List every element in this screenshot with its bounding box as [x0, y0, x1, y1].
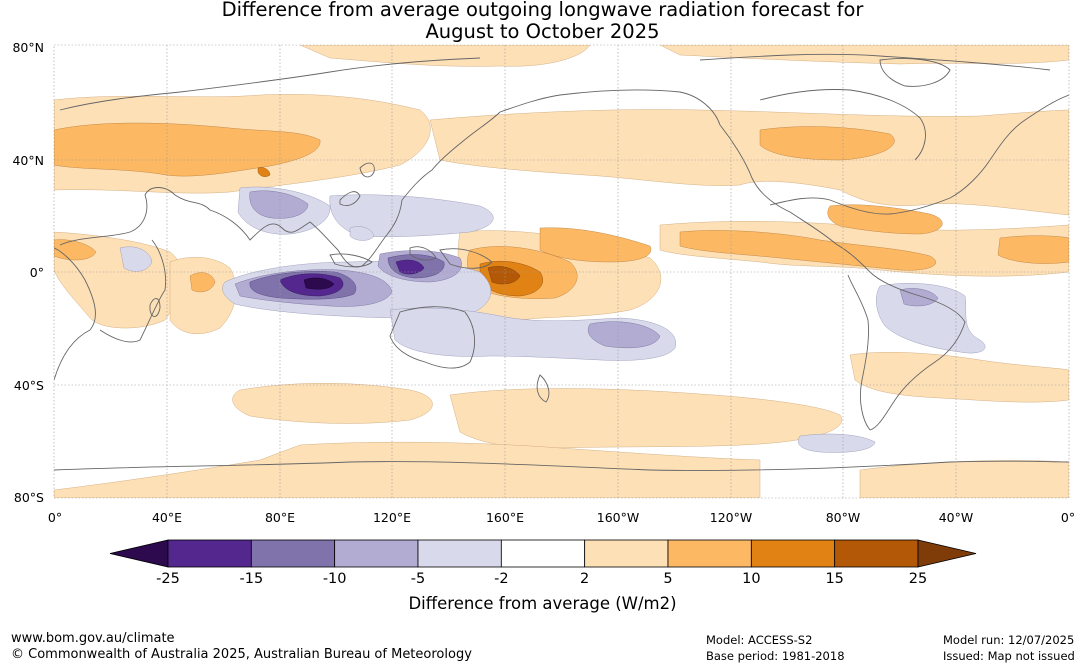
gridlines [54, 45, 1069, 498]
lat-label-80s: 80°S [14, 490, 44, 505]
lon-label-0-left: 0° [48, 510, 62, 525]
colorbar-segment-6 [584, 539, 669, 568]
lon-label-80e: 80°E [265, 510, 295, 525]
colorbar-segment-5 [500, 539, 586, 568]
lat-label-40n: 40°N [12, 153, 44, 168]
footer-base-period: Base period: 1981-2018 [706, 649, 845, 663]
colorbar-segment-8 [750, 539, 836, 568]
colorbar-tick-label: 5 [663, 571, 672, 587]
lat-label-40s: 40°S [14, 378, 44, 393]
coastlines [54, 53, 1069, 471]
colorbar-tick-label: 10 [742, 571, 760, 587]
colorbar-tick-label: -25 [156, 571, 180, 587]
colorbar-segment-3 [334, 539, 419, 568]
lon-label-0-right: 0° [1061, 510, 1075, 525]
footer-issued: Issued: Map not issued [943, 649, 1075, 663]
colorbar-tick-label: -2 [494, 571, 508, 587]
colorbar-tick-label: 15 [825, 571, 843, 587]
colorbar-segment-0 [109, 539, 169, 568]
map-title-line2: August to October 2025 [425, 20, 660, 43]
colorbar-segment-7 [667, 539, 752, 568]
colorbar-title: Difference from average (W/m2) [408, 594, 677, 613]
lat-label-0: 0° [30, 265, 44, 280]
colorbar: -25 -15 -10 -5 -2 2 5 10 15 25 [109, 539, 977, 587]
colorbar-tick-label: -5 [411, 571, 425, 587]
colorbar-tick-label: 25 [909, 571, 927, 587]
footer-copyright: © Commonwealth of Australia 2025, Austra… [11, 647, 472, 662]
footer-model: Model: ACCESS-S2 [706, 633, 813, 647]
lon-label-160w: 160°W [597, 510, 639, 525]
colorbar-segment-9 [834, 539, 919, 568]
colorbar-segment-1 [167, 539, 252, 568]
footer-website: www.bom.gov.au/climate [11, 631, 175, 646]
lon-label-40w: 40°W [939, 510, 974, 525]
lon-label-80w: 80°W [826, 510, 861, 525]
map-frame [53, 44, 1070, 499]
colorbar-segment-10 [917, 539, 977, 568]
colorbar-segment-4 [417, 539, 502, 568]
colorbar-segment-2 [250, 539, 336, 568]
colorbar-tick-label: -10 [323, 571, 347, 587]
lon-label-120w: 120°W [710, 510, 752, 525]
colorbar-tick-label: -15 [239, 571, 263, 587]
lon-label-120e: 120°E [373, 510, 411, 525]
lon-label-160e: 160°E [486, 510, 524, 525]
map-title-line1: Difference from average outgoing longwav… [221, 0, 864, 21]
anomaly-field [54, 45, 1069, 498]
lat-label-80n: 80°N [12, 40, 44, 55]
lon-label-40e: 40°E [152, 510, 182, 525]
footer-model-run: Model run: 12/07/2025 [943, 633, 1075, 647]
colorbar-tick-label: 2 [580, 571, 589, 587]
